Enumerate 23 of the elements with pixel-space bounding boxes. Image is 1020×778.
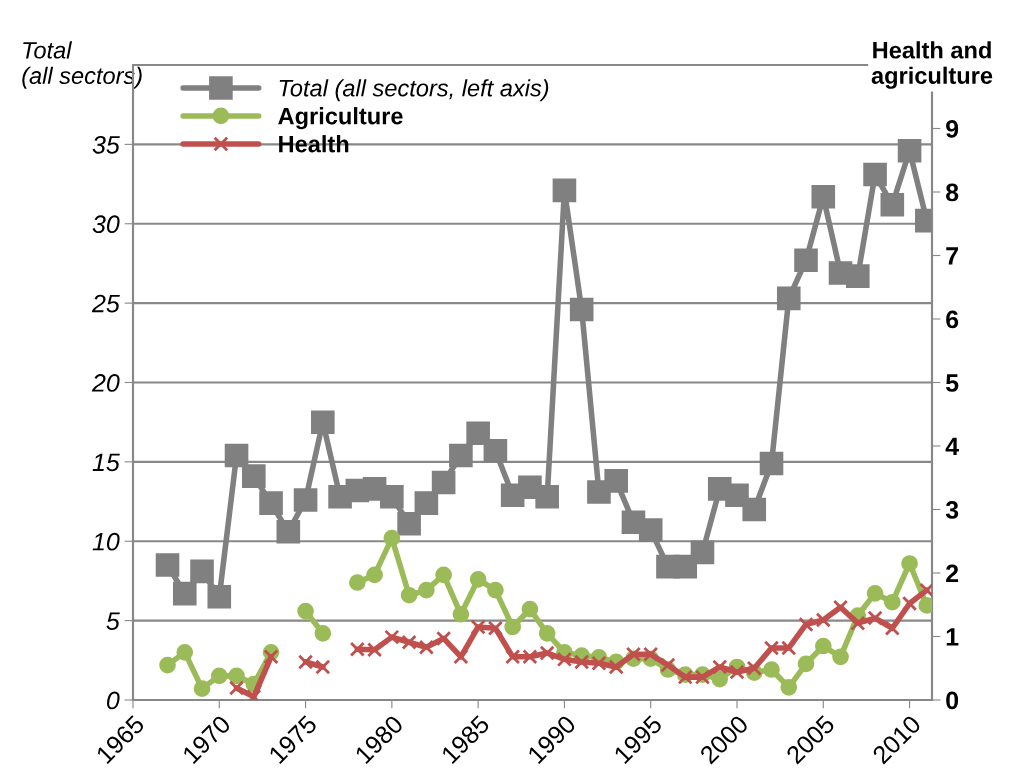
y2-tick-label: 0 bbox=[946, 691, 959, 710]
y2-tick-label: 9 bbox=[946, 120, 959, 138]
y2-tick-label: 8 bbox=[945, 183, 959, 202]
legend-label: Total (all sectors, left axis) bbox=[279, 79, 549, 102]
y-tick-label: 15 bbox=[92, 453, 120, 472]
y-tick-label: 5 bbox=[106, 612, 120, 630]
y2-tick-label: 1 bbox=[946, 628, 959, 646]
y-axis-title: Total (all sectors) bbox=[22, 41, 142, 89]
legend-label: Agriculture bbox=[278, 107, 403, 130]
y2-axis-title: Health and agriculture bbox=[871, 41, 993, 89]
y2-tick-label: 6 bbox=[946, 310, 959, 329]
y-tick-label: 0 bbox=[106, 691, 120, 710]
y-tick-label: 10 bbox=[92, 532, 120, 551]
y-tick-label: 25 bbox=[91, 294, 120, 313]
y-tick-label: 20 bbox=[91, 374, 120, 392]
y-tick-label: 35 bbox=[92, 135, 120, 154]
y-tick-label: 30 bbox=[92, 215, 120, 234]
legend-label: Health bbox=[279, 135, 349, 153]
y2-tick-label: 5 bbox=[945, 374, 959, 392]
y2-tick-label: 2 bbox=[946, 564, 959, 583]
y2-tick-label: 3 bbox=[945, 501, 959, 519]
y2-tick-label: 7 bbox=[946, 247, 958, 265]
y2-tick-label: 4 bbox=[945, 437, 959, 456]
